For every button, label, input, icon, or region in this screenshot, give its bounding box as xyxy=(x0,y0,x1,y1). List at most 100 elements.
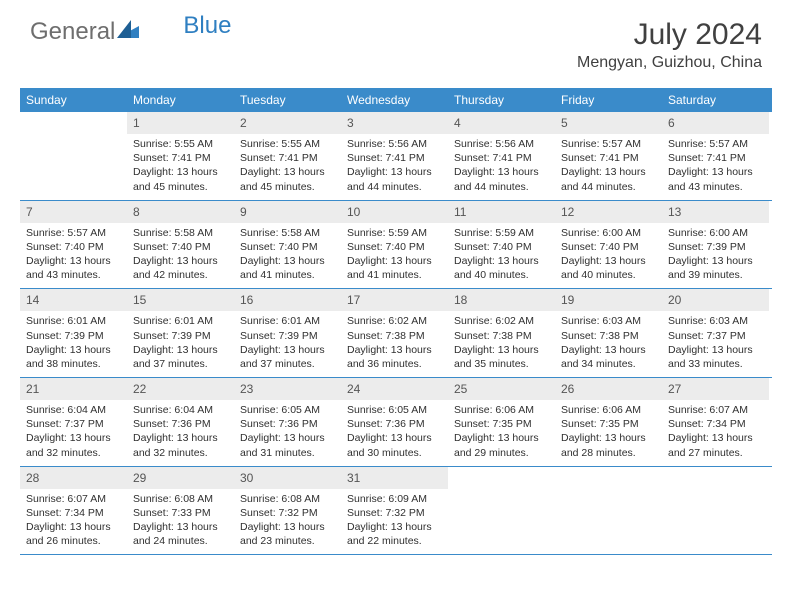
day-number: 29 xyxy=(127,467,234,489)
day-number: 2 xyxy=(234,112,341,134)
weeks-container: 1Sunrise: 5:55 AMSunset: 7:41 PMDaylight… xyxy=(20,112,772,555)
day-cell: 20Sunrise: 6:03 AMSunset: 7:37 PMDayligh… xyxy=(662,289,769,377)
day-data: Sunrise: 6:01 AMSunset: 7:39 PMDaylight:… xyxy=(20,311,127,377)
day-cell: 15Sunrise: 6:01 AMSunset: 7:39 PMDayligh… xyxy=(127,289,234,377)
day-number: 25 xyxy=(448,378,555,400)
day-cell: 6Sunrise: 5:57 AMSunset: 7:41 PMDaylight… xyxy=(662,112,769,200)
day-cell: 31Sunrise: 6:09 AMSunset: 7:32 PMDayligh… xyxy=(341,467,448,555)
day-data: Sunrise: 6:00 AMSunset: 7:40 PMDaylight:… xyxy=(555,223,662,289)
day-cell: 3Sunrise: 5:56 AMSunset: 7:41 PMDaylight… xyxy=(341,112,448,200)
day-cell: 16Sunrise: 6:01 AMSunset: 7:39 PMDayligh… xyxy=(234,289,341,377)
day-data: Sunrise: 6:02 AMSunset: 7:38 PMDaylight:… xyxy=(341,311,448,377)
day-cell: 17Sunrise: 6:02 AMSunset: 7:38 PMDayligh… xyxy=(341,289,448,377)
week-row: 1Sunrise: 5:55 AMSunset: 7:41 PMDaylight… xyxy=(20,112,772,201)
day-number: 6 xyxy=(662,112,769,134)
day-number: 21 xyxy=(20,378,127,400)
day-cell: 29Sunrise: 6:08 AMSunset: 7:33 PMDayligh… xyxy=(127,467,234,555)
calendar: Sunday Monday Tuesday Wednesday Thursday… xyxy=(20,88,772,555)
day-number: 19 xyxy=(555,289,662,311)
day-number: 30 xyxy=(234,467,341,489)
day-cell: 24Sunrise: 6:05 AMSunset: 7:36 PMDayligh… xyxy=(341,378,448,466)
day-data: Sunrise: 6:07 AMSunset: 7:34 PMDaylight:… xyxy=(20,489,127,555)
weekday-label: Wednesday xyxy=(341,88,448,112)
day-cell: 10Sunrise: 5:59 AMSunset: 7:40 PMDayligh… xyxy=(341,201,448,289)
day-cell: 21Sunrise: 6:04 AMSunset: 7:37 PMDayligh… xyxy=(20,378,127,466)
location-label: Mengyan, Guizhou, China xyxy=(577,54,762,72)
day-number: 7 xyxy=(20,201,127,223)
page-title: July 2024 xyxy=(577,18,762,52)
day-number: 28 xyxy=(20,467,127,489)
day-data: Sunrise: 6:04 AMSunset: 7:37 PMDaylight:… xyxy=(20,400,127,466)
day-data: Sunrise: 5:56 AMSunset: 7:41 PMDaylight:… xyxy=(341,134,448,200)
day-data: Sunrise: 6:08 AMSunset: 7:32 PMDaylight:… xyxy=(234,489,341,555)
day-cell xyxy=(662,467,769,555)
day-cell: 13Sunrise: 6:00 AMSunset: 7:39 PMDayligh… xyxy=(662,201,769,289)
day-cell: 19Sunrise: 6:03 AMSunset: 7:38 PMDayligh… xyxy=(555,289,662,377)
day-cell: 11Sunrise: 5:59 AMSunset: 7:40 PMDayligh… xyxy=(448,201,555,289)
weekday-label: Sunday xyxy=(20,88,127,112)
day-cell: 14Sunrise: 6:01 AMSunset: 7:39 PMDayligh… xyxy=(20,289,127,377)
day-data: Sunrise: 5:59 AMSunset: 7:40 PMDaylight:… xyxy=(341,223,448,289)
day-number: 23 xyxy=(234,378,341,400)
weekday-label: Monday xyxy=(127,88,234,112)
day-data: Sunrise: 5:58 AMSunset: 7:40 PMDaylight:… xyxy=(234,223,341,289)
logo-mark-icon xyxy=(117,20,143,45)
day-data: Sunrise: 5:59 AMSunset: 7:40 PMDaylight:… xyxy=(448,223,555,289)
day-cell: 28Sunrise: 6:07 AMSunset: 7:34 PMDayligh… xyxy=(20,467,127,555)
week-row: 21Sunrise: 6:04 AMSunset: 7:37 PMDayligh… xyxy=(20,378,772,467)
logo-text-gray: General xyxy=(30,18,115,46)
day-data: Sunrise: 5:57 AMSunset: 7:41 PMDaylight:… xyxy=(555,134,662,200)
day-cell: 18Sunrise: 6:02 AMSunset: 7:38 PMDayligh… xyxy=(448,289,555,377)
day-number: 26 xyxy=(555,378,662,400)
day-data: Sunrise: 5:56 AMSunset: 7:41 PMDaylight:… xyxy=(448,134,555,200)
day-number: 11 xyxy=(448,201,555,223)
day-cell xyxy=(20,112,127,200)
day-data: Sunrise: 5:57 AMSunset: 7:41 PMDaylight:… xyxy=(662,134,769,200)
day-data: Sunrise: 6:05 AMSunset: 7:36 PMDaylight:… xyxy=(341,400,448,466)
logo-text-blue: Blue xyxy=(183,12,231,40)
day-data: Sunrise: 6:03 AMSunset: 7:38 PMDaylight:… xyxy=(555,311,662,377)
day-number: 22 xyxy=(127,378,234,400)
day-number: 8 xyxy=(127,201,234,223)
day-data: Sunrise: 6:04 AMSunset: 7:36 PMDaylight:… xyxy=(127,400,234,466)
week-row: 28Sunrise: 6:07 AMSunset: 7:34 PMDayligh… xyxy=(20,467,772,556)
header: General Blue July 2024 Mengyan, Guizhou,… xyxy=(0,0,792,80)
week-row: 14Sunrise: 6:01 AMSunset: 7:39 PMDayligh… xyxy=(20,289,772,378)
day-number: 10 xyxy=(341,201,448,223)
day-cell: 8Sunrise: 5:58 AMSunset: 7:40 PMDaylight… xyxy=(127,201,234,289)
day-number: 24 xyxy=(341,378,448,400)
logo: General Blue xyxy=(30,18,231,46)
weekday-label: Saturday xyxy=(662,88,769,112)
day-cell: 23Sunrise: 6:05 AMSunset: 7:36 PMDayligh… xyxy=(234,378,341,466)
title-block: July 2024 Mengyan, Guizhou, China xyxy=(577,18,762,72)
day-data: Sunrise: 6:07 AMSunset: 7:34 PMDaylight:… xyxy=(662,400,769,466)
day-number: 16 xyxy=(234,289,341,311)
day-cell: 22Sunrise: 6:04 AMSunset: 7:36 PMDayligh… xyxy=(127,378,234,466)
day-data: Sunrise: 6:03 AMSunset: 7:37 PMDaylight:… xyxy=(662,311,769,377)
day-cell: 26Sunrise: 6:06 AMSunset: 7:35 PMDayligh… xyxy=(555,378,662,466)
weekday-label: Thursday xyxy=(448,88,555,112)
day-data: Sunrise: 6:06 AMSunset: 7:35 PMDaylight:… xyxy=(448,400,555,466)
day-cell: 1Sunrise: 5:55 AMSunset: 7:41 PMDaylight… xyxy=(127,112,234,200)
day-cell: 7Sunrise: 5:57 AMSunset: 7:40 PMDaylight… xyxy=(20,201,127,289)
day-number: 3 xyxy=(341,112,448,134)
day-number: 9 xyxy=(234,201,341,223)
day-data: Sunrise: 5:55 AMSunset: 7:41 PMDaylight:… xyxy=(127,134,234,200)
day-cell: 2Sunrise: 5:55 AMSunset: 7:41 PMDaylight… xyxy=(234,112,341,200)
day-number: 17 xyxy=(341,289,448,311)
day-cell: 25Sunrise: 6:06 AMSunset: 7:35 PMDayligh… xyxy=(448,378,555,466)
day-data: Sunrise: 5:55 AMSunset: 7:41 PMDaylight:… xyxy=(234,134,341,200)
day-number: 15 xyxy=(127,289,234,311)
week-row: 7Sunrise: 5:57 AMSunset: 7:40 PMDaylight… xyxy=(20,201,772,290)
day-cell: 9Sunrise: 5:58 AMSunset: 7:40 PMDaylight… xyxy=(234,201,341,289)
day-number: 31 xyxy=(341,467,448,489)
day-data: Sunrise: 6:00 AMSunset: 7:39 PMDaylight:… xyxy=(662,223,769,289)
day-number: 12 xyxy=(555,201,662,223)
day-number: 14 xyxy=(20,289,127,311)
day-cell: 4Sunrise: 5:56 AMSunset: 7:41 PMDaylight… xyxy=(448,112,555,200)
day-data: Sunrise: 5:58 AMSunset: 7:40 PMDaylight:… xyxy=(127,223,234,289)
day-data: Sunrise: 6:01 AMSunset: 7:39 PMDaylight:… xyxy=(234,311,341,377)
day-cell: 27Sunrise: 6:07 AMSunset: 7:34 PMDayligh… xyxy=(662,378,769,466)
day-cell xyxy=(555,467,662,555)
day-data: Sunrise: 6:05 AMSunset: 7:36 PMDaylight:… xyxy=(234,400,341,466)
